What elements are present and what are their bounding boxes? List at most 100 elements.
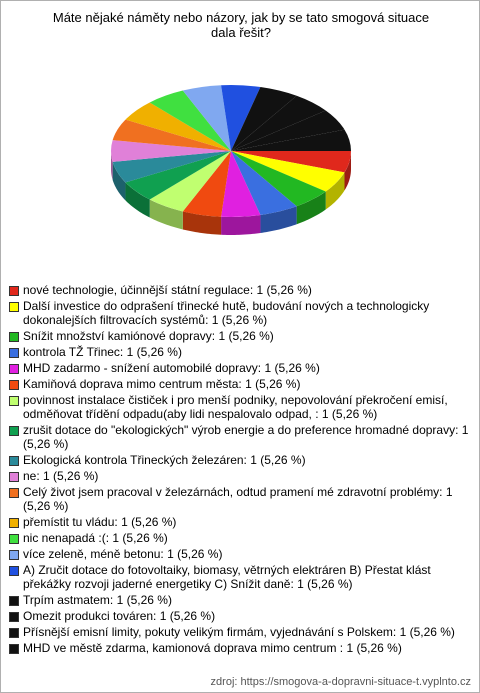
legend-text: ne: 1 (5,26 %) bbox=[23, 469, 98, 483]
legend-label: Další investice do odprašení třinecké hu… bbox=[23, 299, 430, 327]
slice bbox=[125, 151, 231, 218]
slice bbox=[221, 151, 261, 235]
legend-swatch bbox=[9, 286, 19, 296]
slice-side bbox=[296, 191, 326, 225]
legend-item: Celý život jsem pracoval v železárnách, … bbox=[9, 485, 471, 513]
slice-side bbox=[260, 206, 297, 233]
slice-top bbox=[231, 95, 326, 151]
legend-label: nic nenapadá :(: bbox=[23, 531, 110, 545]
slice-side bbox=[125, 182, 150, 218]
slice bbox=[149, 151, 231, 230]
legend-label: MHD ve městě zdarma, kamionová doprava m… bbox=[23, 641, 344, 655]
legend-label: Snížit množství kamiónové dopravy: bbox=[23, 329, 216, 343]
slice bbox=[149, 90, 231, 151]
legend-text: nové technologie, účinnější státní regul… bbox=[23, 283, 312, 297]
legend-value: 1 (5,26 %) bbox=[23, 423, 469, 451]
slice-top bbox=[231, 151, 326, 207]
slice-top bbox=[149, 90, 231, 151]
legend-value: 1 (5,26 %) bbox=[346, 641, 402, 655]
legend-value: 1 (5,26 %) bbox=[297, 577, 353, 591]
slice-side bbox=[182, 211, 222, 235]
legend-item: nové technologie, účinnější státní regul… bbox=[9, 283, 471, 297]
legend-label: Trpím astmatem: bbox=[23, 593, 114, 607]
legend-item: kontrola TŽ Třinec: 1 (5,26 %) bbox=[9, 345, 471, 359]
legend-text: Celý život jsem pracoval v železárnách, … bbox=[23, 485, 471, 513]
legend-item: Ekologická kontrola Třineckých železáren… bbox=[9, 453, 471, 467]
slice bbox=[231, 129, 351, 151]
legend-label: ne: bbox=[23, 469, 40, 483]
legend-item: ne: 1 (5,26 %) bbox=[9, 469, 471, 483]
legend-text: Další investice do odprašení třinecké hu… bbox=[23, 299, 471, 327]
slice-top bbox=[231, 151, 345, 192]
legend-label: A) Zručit dotace do fotovoltaiky, biomas… bbox=[23, 563, 431, 591]
slice-top bbox=[111, 140, 231, 162]
legend-swatch bbox=[9, 332, 19, 342]
slice bbox=[231, 110, 345, 151]
legend-item: Přísnější emisní limity, pokuty velikým … bbox=[9, 625, 471, 639]
legend-swatch bbox=[9, 472, 19, 482]
legend-swatch bbox=[9, 426, 19, 436]
legend-value: 1 (5,26 %) bbox=[159, 609, 216, 623]
slice-side bbox=[325, 172, 345, 210]
slice-top bbox=[112, 151, 231, 183]
legend-item: zrušit dotace do "ekologických" výrob en… bbox=[9, 423, 471, 451]
slice bbox=[221, 85, 261, 151]
legend-item: Další investice do odprašení třinecké hu… bbox=[9, 299, 471, 327]
slice-top bbox=[231, 87, 297, 151]
legend-value: 1 (5,26 %) bbox=[256, 283, 312, 297]
legend-label: více zeleně, méně betonu: bbox=[23, 547, 164, 561]
legend-swatch bbox=[9, 456, 19, 466]
legend-label: Celý život jsem pracoval v železárnách, … bbox=[23, 485, 443, 499]
legend-value: 1 (5,26 %) bbox=[211, 313, 268, 327]
legend: nové technologie, účinnější státní regul… bbox=[9, 283, 471, 657]
legend-value: 1 (5,26 %) bbox=[250, 453, 306, 467]
slice bbox=[231, 151, 345, 210]
legend-text: kontrola TŽ Třinec: 1 (5,26 %) bbox=[23, 345, 182, 359]
slice-top bbox=[231, 151, 297, 215]
slice-side bbox=[344, 151, 351, 191]
slice bbox=[231, 151, 351, 191]
legend-swatch bbox=[9, 488, 19, 498]
legend-item: nic nenapadá :(: 1 (5,26 %) bbox=[9, 531, 471, 545]
slice bbox=[182, 151, 231, 235]
slice-side bbox=[111, 151, 113, 180]
slice-top bbox=[231, 129, 351, 151]
slice-top bbox=[221, 85, 261, 151]
slice bbox=[112, 119, 231, 151]
legend-label: nové technologie, účinnější státní regul… bbox=[23, 283, 254, 297]
legend-swatch bbox=[9, 612, 19, 622]
legend-text: MHD zadarmo - snížení automobilé dopravy… bbox=[23, 361, 320, 375]
legend-text: Kamiňová doprava mimo centrum města: 1 (… bbox=[23, 377, 300, 391]
legend-text: zrušit dotace do "ekologických" výrob en… bbox=[23, 423, 471, 451]
legend-item: MHD ve městě zdarma, kamionová doprava m… bbox=[9, 641, 471, 655]
legend-text: nic nenapadá :(: 1 (5,26 %) bbox=[23, 531, 168, 545]
slice-side bbox=[149, 199, 183, 230]
legend-label: Ekologická kontrola Třineckých železáren… bbox=[23, 453, 247, 467]
legend-value: 1 (5,26 %) bbox=[399, 625, 455, 639]
legend-item: Snížit množství kamiónové dopravy: 1 (5,… bbox=[9, 329, 471, 343]
slice bbox=[231, 87, 297, 151]
legend-text: Omezit produkci továren: 1 (5,26 %) bbox=[23, 609, 215, 623]
legend-swatch bbox=[9, 518, 19, 528]
slice bbox=[231, 95, 326, 151]
slice bbox=[111, 140, 231, 180]
legend-swatch bbox=[9, 534, 19, 544]
slice-top bbox=[231, 151, 351, 173]
legend-swatch bbox=[9, 566, 19, 576]
legend-item: Omezit produkci továren: 1 (5,26 %) bbox=[9, 609, 471, 623]
legend-text: Trpím astmatem: 1 (5,26 %) bbox=[23, 593, 172, 607]
slice-top bbox=[231, 110, 345, 151]
legend-label: Přísnější emisní limity, pokuty velikým … bbox=[23, 625, 397, 639]
legend-label: povinnost instalace čističek i pro menší… bbox=[23, 393, 448, 421]
legend-swatch bbox=[9, 628, 19, 638]
legend-value: 1 (5,26 %) bbox=[116, 593, 172, 607]
source: zdroj: https://smogova-a-dopravni-situac… bbox=[210, 676, 471, 688]
pie-chart bbox=[111, 85, 351, 235]
slice-top bbox=[112, 119, 231, 151]
legend-item: povinnost instalace čističek i pro menší… bbox=[9, 393, 471, 421]
legend-text: povinnost instalace čističek i pro menší… bbox=[23, 393, 471, 421]
legend-label: MHD zadarmo - snížení automobilé dopravy… bbox=[23, 361, 262, 375]
legend-swatch bbox=[9, 364, 19, 374]
slice bbox=[112, 151, 231, 201]
